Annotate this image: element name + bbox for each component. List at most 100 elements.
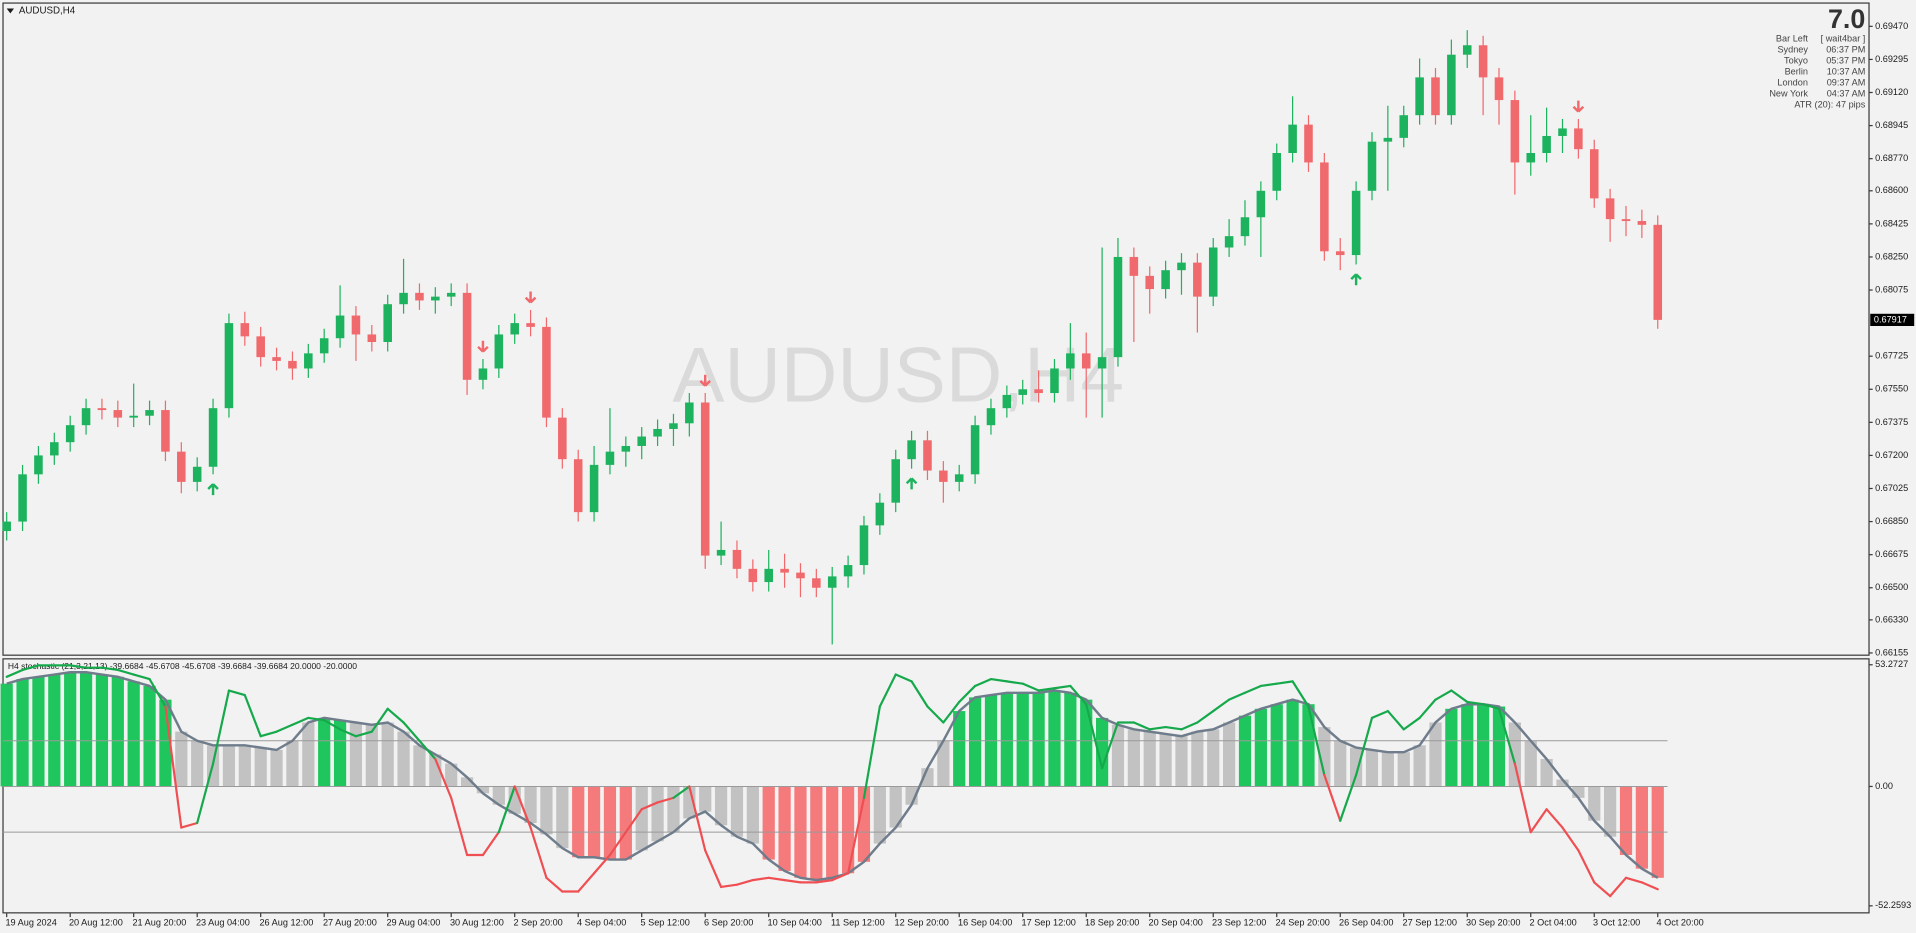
- candle-body: [907, 440, 916, 460]
- candle-body: [1288, 124, 1297, 153]
- fast-line-segment: [831, 872, 850, 882]
- candle-body: [732, 549, 742, 569]
- candle-body: [18, 474, 27, 522]
- candle-body: [129, 415, 138, 418]
- histogram-bar: [1429, 722, 1442, 787]
- fast-line-segment: [1497, 707, 1516, 765]
- indicator-label: H4 stochastic (21,3,21,13) -39.6684 -45.…: [8, 661, 357, 671]
- fast-line-segment: [942, 700, 961, 724]
- histogram-bar: [1381, 752, 1394, 787]
- buy-arrow: [207, 483, 219, 496]
- candle-body: [939, 470, 948, 482]
- candle-body: [478, 368, 488, 380]
- candle-body: [65, 425, 75, 443]
- y-tick-label: 0.69120: [1875, 87, 1908, 97]
- candle-body: [399, 292, 408, 305]
- fast-line-segment: [1450, 689, 1469, 704]
- candle-body: [796, 572, 805, 579]
- candle-body: [764, 568, 773, 583]
- histogram-bar: [651, 786, 664, 842]
- fast-line-segment: [1291, 680, 1310, 708]
- fast-line-segment: [148, 677, 167, 708]
- candle-body: [780, 568, 789, 573]
- candle-body: [272, 357, 281, 361]
- histogram-bar: [873, 786, 886, 844]
- histogram-bar: [127, 681, 140, 787]
- chart-menu-arrow[interactable]: [6, 8, 15, 14]
- histogram-bar: [667, 786, 680, 833]
- candle-body: [1447, 54, 1456, 116]
- fast-line-segment: [719, 883, 739, 889]
- candle-body: [1066, 353, 1075, 369]
- candle-body: [1320, 162, 1329, 252]
- histogram-bar: [937, 740, 950, 787]
- candle-body: [50, 442, 59, 456]
- histogram-bar: [1556, 779, 1569, 787]
- candle-body: [177, 451, 186, 482]
- candle-body: [1129, 256, 1139, 276]
- histogram-bar: [587, 786, 601, 858]
- fast-line-segment: [1307, 705, 1326, 777]
- fast-line-segment: [1466, 700, 1485, 706]
- x-tick-label: 29 Aug 04:00: [386, 918, 440, 928]
- candle-body: [1621, 219, 1631, 222]
- candle-body: [1510, 100, 1520, 163]
- fast-line-segment: [1434, 689, 1453, 701]
- candle-body: [605, 451, 615, 465]
- candle-body: [558, 417, 567, 460]
- candle-body: [1177, 262, 1186, 271]
- fast-line-segment: [402, 721, 421, 742]
- fast-line-segment: [1053, 684, 1072, 690]
- last-price-label: 0.67917: [1874, 314, 1907, 324]
- fast-line-segment: [291, 716, 310, 726]
- fast-line-segment: [164, 705, 183, 829]
- y-tick-label: 0.68770: [1875, 153, 1908, 163]
- info-label: New York: [1769, 88, 1808, 98]
- fast-line-segment: [370, 707, 389, 733]
- fast-line-segment: [1386, 709, 1405, 731]
- x-tick-label: 26 Sep 04:00: [1339, 918, 1393, 928]
- x-tick-label: 30 Aug 12:00: [450, 918, 504, 928]
- candle-body: [494, 334, 504, 369]
- fast-line-segment: [1101, 721, 1120, 770]
- fast-line-segment: [132, 673, 151, 681]
- fast-line-segment: [973, 677, 993, 688]
- y-tick-label: 0.66500: [1875, 582, 1908, 592]
- candle-body: [573, 459, 583, 513]
- candle-body: [256, 336, 265, 358]
- candle-body: [843, 565, 853, 577]
- fast-line-segment: [1148, 725, 1167, 731]
- histogram-bar: [1143, 731, 1156, 787]
- fast-line-segment: [958, 684, 977, 704]
- info-value: 05:37 PM: [1826, 55, 1865, 65]
- candle-body: [1526, 152, 1536, 163]
- candle-body: [653, 428, 662, 437]
- fast-line-segment: [1339, 773, 1358, 822]
- histogram-bar: [191, 740, 204, 787]
- fast-line-segment: [1355, 716, 1374, 777]
- fast-line-segment: [1482, 703, 1501, 710]
- candle-body: [224, 323, 234, 409]
- candle-body: [367, 334, 377, 343]
- histogram-bar: [1191, 731, 1204, 787]
- candle-body: [1574, 128, 1583, 150]
- candle-body: [621, 445, 631, 452]
- histogram-bar: [1524, 740, 1537, 787]
- x-tick-label: 27 Aug 20:00: [323, 918, 377, 928]
- histogram-bar: [1302, 704, 1315, 787]
- candle-body: [1367, 141, 1377, 191]
- candle-body: [700, 402, 710, 556]
- candle-body: [192, 466, 202, 482]
- histogram-bar: [1350, 747, 1363, 787]
- candle-body: [335, 315, 345, 339]
- fast-line-segment: [1180, 721, 1199, 731]
- histogram-bar: [1619, 786, 1633, 855]
- y-tick-label: 0.67200: [1875, 450, 1908, 460]
- histogram-bar: [1413, 745, 1426, 787]
- candle-body: [383, 304, 392, 343]
- histogram-bar: [1032, 692, 1045, 787]
- info-label: Berlin: [1785, 66, 1808, 76]
- histogram-bar: [1604, 786, 1617, 837]
- buy-arrow: [1350, 273, 1362, 286]
